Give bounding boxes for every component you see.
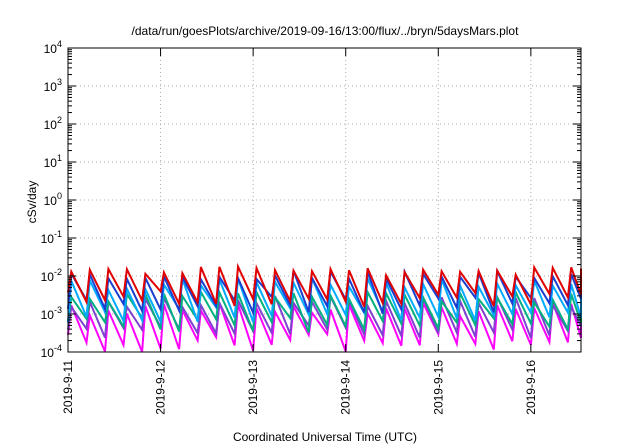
x-tick-label: 2019-9-14 xyxy=(339,360,353,415)
y-axis-label: cSv/day xyxy=(25,181,39,224)
x-tick-label: 2019-9-13 xyxy=(246,360,260,415)
y-tick-label: 10-1 xyxy=(41,229,62,246)
x-tick-label: 2019-9-15 xyxy=(431,360,445,415)
y-tick-label: 10-2 xyxy=(41,267,62,284)
y-tick-label: 101 xyxy=(44,153,62,170)
y-tick-label: 10-3 xyxy=(41,305,62,322)
x-tick-label: 2019-9-12 xyxy=(154,360,168,415)
x-tick-label: 2019-9-11 xyxy=(61,360,75,414)
y-tick-label: 100 xyxy=(44,191,62,208)
y-tick-label: 10-4 xyxy=(41,343,62,360)
y-tick-label: 102 xyxy=(44,115,62,132)
chart-title: /data/run/goesPlots/archive/2019-09-16/1… xyxy=(132,24,520,38)
y-tick-label: 103 xyxy=(44,77,62,94)
y-tick-label: 104 xyxy=(44,39,62,56)
x-tick-label: 2019-9-16 xyxy=(524,360,538,415)
grid xyxy=(68,48,581,352)
axis-ticks: 104 103 102 101 100 10-1 10-2 10-3 10-42019-9-11… xyxy=(41,39,581,415)
series-line xyxy=(67,288,582,334)
series-line xyxy=(67,262,582,308)
x-axis-label: Coordinated Universal Time (UTC) xyxy=(233,430,417,444)
series-group xyxy=(67,262,582,353)
